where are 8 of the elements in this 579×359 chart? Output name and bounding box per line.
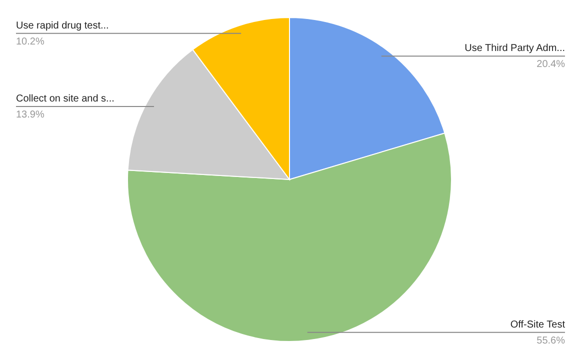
slice-label: Off-Site Test — [510, 319, 566, 330]
data-label: 13.9% — [16, 109, 44, 120]
slice-label: Use rapid drug test... — [16, 20, 109, 32]
data-label: 10.2% — [16, 36, 44, 48]
slice-label: Use Third Party Adm... — [464, 43, 565, 54]
data-label: 20.4% — [536, 59, 566, 70]
slice-label: Collect on site and s... — [16, 93, 114, 104]
data-label: 55.6% — [536, 335, 566, 346]
